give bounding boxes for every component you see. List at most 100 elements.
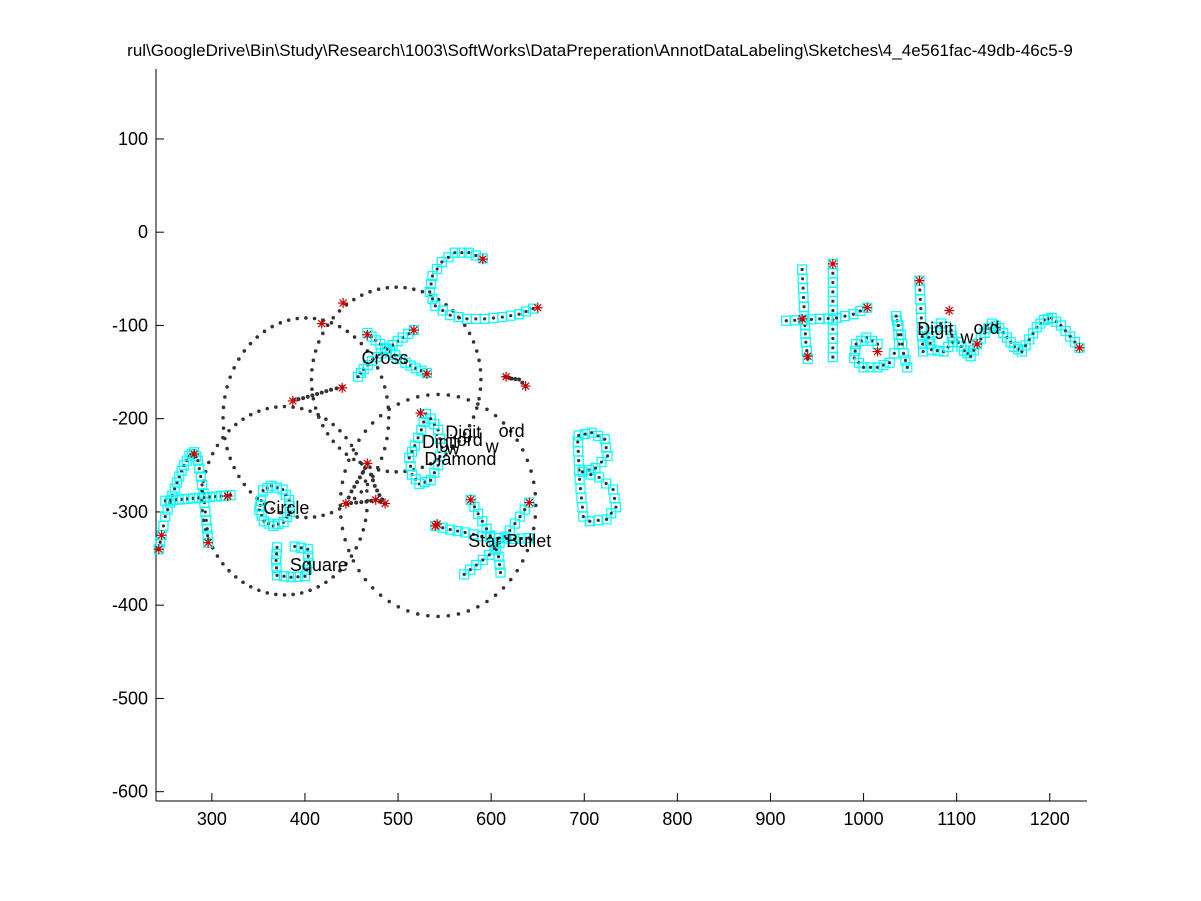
ellipse-point	[228, 456, 232, 461]
ellipse-point	[349, 443, 354, 448]
stroke-marker	[848, 309, 859, 320]
ellipse-point	[321, 331, 325, 336]
ellipse-point	[363, 577, 368, 582]
stroke-point	[927, 335, 931, 340]
stroke-marker	[514, 511, 526, 522]
stroke-series	[781, 302, 873, 326]
corner-stroke	[973, 340, 982, 349]
ellipse-point	[346, 548, 351, 553]
stroke-marker	[513, 309, 525, 320]
ellipse-point	[533, 492, 538, 496]
stroke-series	[849, 311, 913, 373]
ellipse-point	[325, 431, 330, 436]
stroke-point	[440, 260, 444, 264]
sample-point	[377, 493, 382, 498]
stroke-marker	[485, 532, 496, 543]
x-tick-label: 1000	[844, 809, 884, 829]
stroke-point	[611, 487, 615, 492]
stroke-point	[430, 297, 435, 301]
stroke-point	[491, 316, 496, 320]
ellipse-point	[312, 515, 317, 519]
stroke-marker	[284, 494, 295, 505]
ellipse-point	[529, 469, 533, 473]
ellipse-point	[325, 323, 330, 328]
corner-marker	[338, 298, 349, 309]
ellipse-point	[466, 398, 471, 402]
stroke-marker	[831, 312, 842, 324]
stroke-marker	[301, 564, 312, 575]
stroke-marker	[585, 469, 596, 480]
ellipse-point	[501, 421, 506, 425]
ellipse-point	[329, 321, 334, 325]
stroke-point	[581, 514, 585, 519]
ellipse-point	[344, 452, 349, 457]
annotation-label: Cross	[362, 348, 409, 368]
stroke-marker	[285, 572, 297, 583]
ellipse-point	[337, 324, 342, 329]
ellipse-point	[215, 443, 220, 448]
stroke-marker	[468, 529, 479, 540]
ellipse-point	[456, 395, 461, 399]
stroke-point	[497, 555, 501, 559]
stroke-point	[801, 286, 805, 290]
ellipse-point	[338, 568, 342, 573]
corner-stroke	[371, 495, 380, 504]
stroke-marker	[601, 514, 612, 525]
stroke-point	[448, 313, 452, 317]
stroke-marker	[445, 310, 456, 321]
corner-stroke	[798, 314, 807, 323]
ellipse-point	[304, 515, 308, 520]
stroke-point	[589, 473, 593, 477]
stroke-point	[518, 514, 522, 519]
stroke-point	[577, 459, 581, 463]
corner-stroke	[478, 255, 487, 264]
ellipse-point	[357, 568, 361, 573]
stroke-point	[831, 336, 835, 341]
stroke-point	[275, 545, 279, 549]
stroke-marker	[470, 250, 481, 261]
ellipse-point	[485, 407, 489, 412]
ellipse-point	[478, 368, 483, 372]
corner-stroke	[533, 303, 542, 312]
annotation-label: Digit	[445, 423, 481, 443]
stroke-marker	[962, 348, 973, 359]
stroke-marker	[427, 293, 438, 304]
stroke-series	[424, 247, 539, 325]
stroke-point	[413, 444, 417, 448]
ellipse-point	[363, 479, 368, 483]
ellipse-point	[324, 417, 328, 421]
annotation-label: Square	[290, 555, 348, 575]
stroke-point	[428, 290, 432, 294]
stroke-marker	[397, 332, 408, 343]
corner-stroke	[363, 330, 372, 339]
ellipse-point	[531, 526, 536, 531]
corner-marker	[421, 368, 432, 379]
ellipse-point	[274, 405, 278, 409]
stroke-marker	[968, 345, 979, 356]
stroke-point	[614, 505, 618, 509]
ellipse-point	[415, 612, 420, 616]
ellipse-point	[223, 395, 227, 399]
stroke-point	[919, 316, 923, 320]
stroke-point	[804, 340, 808, 344]
ellipse-point	[508, 577, 513, 582]
ellipse-point	[474, 349, 479, 353]
figure-title: rul\GoogleDrive\Bin\Study\Research\1003\…	[127, 41, 1073, 60]
stroke-point	[474, 317, 478, 321]
stroke-marker	[418, 416, 429, 428]
ellipse-point	[225, 385, 229, 389]
ellipse-point	[233, 422, 238, 427]
stroke-marker	[601, 442, 612, 453]
ellipse-point	[375, 366, 380, 370]
ellipse-point	[396, 604, 401, 609]
ellipse-point	[278, 510, 283, 515]
ellipse-point	[471, 415, 476, 419]
ellipse-point	[474, 406, 479, 410]
ellipse-point	[311, 358, 316, 363]
y-tick-label: 100	[118, 129, 148, 149]
ellipse-point	[386, 426, 391, 430]
ellipse-point	[331, 575, 335, 579]
stroke-point	[488, 535, 492, 539]
stroke-marker	[271, 570, 283, 581]
stroke-point	[416, 436, 420, 440]
